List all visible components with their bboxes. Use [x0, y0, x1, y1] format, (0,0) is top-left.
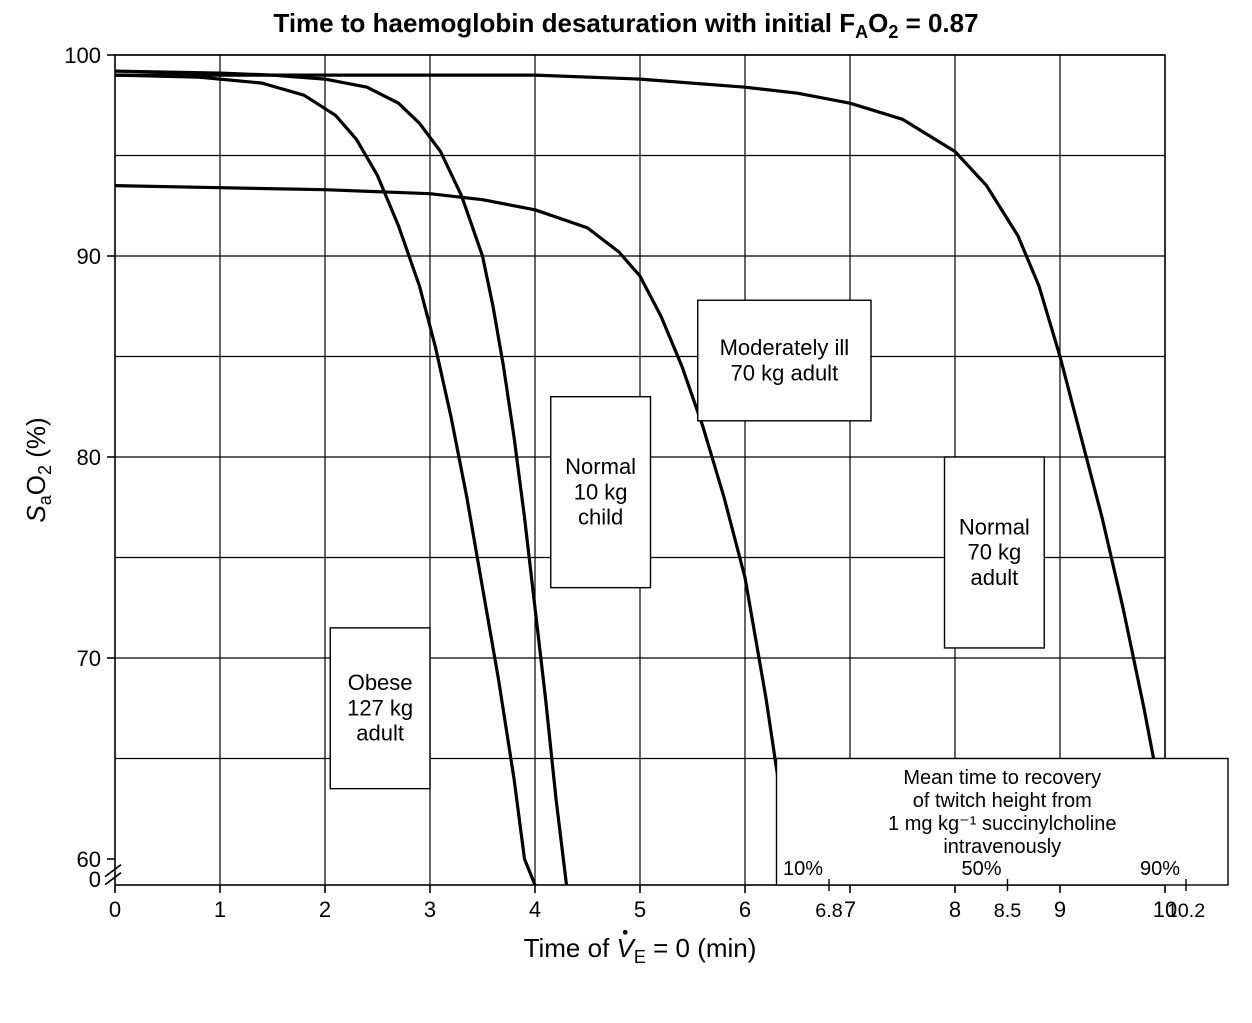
desaturation-chart: Time to haemoglobin desaturation with in…: [0, 0, 1252, 1023]
x-tick-label: 7: [844, 897, 856, 922]
curve-label-text: child: [578, 505, 623, 530]
curve-label-text: Obese: [348, 670, 413, 695]
chart-title: Time to haemoglobin desaturation with in…: [273, 8, 978, 42]
x-tick-label: 4: [529, 897, 541, 922]
y-tick-label: 70: [77, 646, 101, 671]
x-tick-label: 5: [634, 897, 646, 922]
x-extra-tick-label: 6.8: [815, 900, 843, 922]
y-zero-label: 0: [89, 867, 101, 892]
x-tick-label: 8: [949, 897, 961, 922]
curve-label-text: Normal: [959, 514, 1030, 539]
y-tick-label: 100: [64, 43, 101, 68]
chart-container: Time to haemoglobin desaturation with in…: [0, 0, 1252, 1023]
recovery-text: 1 mg kg⁻¹ succinylcholine: [888, 813, 1116, 835]
curve-label-text: adult: [971, 565, 1019, 590]
recovery-text: Mean time to recovery: [903, 767, 1101, 789]
curve-label-text: 127 kg: [347, 695, 413, 720]
recovery-marker-label: 10%: [783, 858, 823, 880]
recovery-text: of twitch height from: [913, 790, 1092, 812]
x-tick-label: 3: [424, 897, 436, 922]
recovery-marker-label: 50%: [961, 858, 1001, 880]
recovery-text: intravenously: [943, 836, 1061, 858]
x-axis-label-dot: [623, 930, 628, 935]
curve-label-text: Normal: [565, 454, 636, 479]
curve-label-text: 70 kg: [967, 540, 1021, 565]
x-extra-tick-label: 8.5: [994, 900, 1022, 922]
recovery-marker-label: 90%: [1140, 858, 1180, 880]
x-tick-label: 2: [319, 897, 331, 922]
y-tick-label: 80: [77, 445, 101, 470]
curve-label-text: Moderately ill: [720, 335, 850, 360]
x-tick-label: 9: [1054, 897, 1066, 922]
y-tick-label: 90: [77, 244, 101, 269]
curve-label-text: 70 kg adult: [731, 360, 839, 385]
x-tick-label: 6: [739, 897, 751, 922]
curve-label-text: adult: [356, 721, 404, 746]
x-tick-label: 0: [109, 897, 121, 922]
curve-label-text: 10 kg: [574, 479, 628, 504]
x-tick-label: 1: [214, 897, 226, 922]
x-extra-tick-label: 10.2: [1167, 900, 1206, 922]
